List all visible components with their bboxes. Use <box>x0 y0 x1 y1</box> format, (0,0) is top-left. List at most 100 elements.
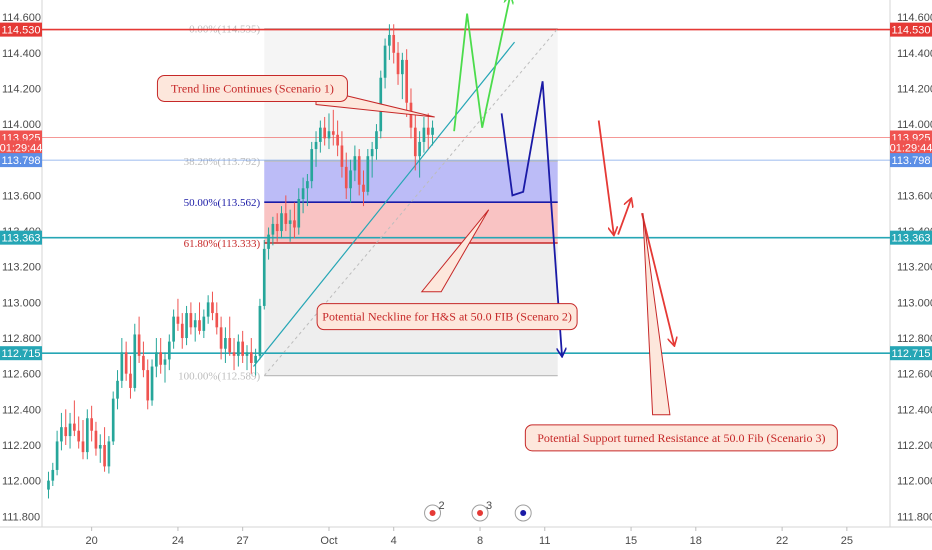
event-badge[interactable]: 3 <box>471 500 492 522</box>
callout-annotations[interactable]: Trend line Continues (Scenario 1) Potenti… <box>156 74 838 452</box>
x-tick-label: 4 <box>391 535 397 547</box>
callout-box <box>156 74 348 102</box>
right-y-tick-label: 112.000 <box>897 476 932 488</box>
right-y-tick-label: 111.800 <box>897 511 932 523</box>
x-tick-label: 24 <box>172 535 184 547</box>
candle-body <box>288 220 292 224</box>
candle-body <box>388 34 391 46</box>
candle-body <box>176 316 180 324</box>
price-tag-label: 01:29:44 <box>0 142 42 154</box>
trend-line[interactable] <box>252 41 516 367</box>
left-y-tick-label: 113.600 <box>2 190 41 202</box>
price-tag-bg <box>0 230 42 245</box>
candle-body <box>60 427 63 442</box>
candle-body <box>219 327 223 349</box>
candle-body <box>349 170 352 189</box>
candle-body <box>383 45 387 78</box>
candle-body <box>90 418 93 431</box>
price-tag-bg <box>0 346 42 361</box>
price-tag-bg <box>890 153 932 168</box>
candle-body <box>146 370 150 401</box>
x-tick-label: 11 <box>539 535 550 547</box>
candle-body <box>215 313 219 328</box>
candle-body <box>245 352 249 356</box>
candle-body <box>418 141 421 157</box>
candle-body <box>224 338 227 349</box>
candle-body <box>81 441 85 453</box>
candle-body <box>293 220 296 228</box>
candle-body <box>73 423 76 431</box>
candle-body <box>267 234 270 249</box>
scenario-arrow[interactable] <box>597 120 614 235</box>
candle-body <box>232 352 236 356</box>
trend-lines[interactable] <box>42 28 890 376</box>
candle-body <box>362 184 365 192</box>
candle-body <box>167 341 171 360</box>
candle-body <box>189 313 193 328</box>
price-tag-bg <box>890 22 932 37</box>
price-tag-bg <box>0 140 42 155</box>
event-badge[interactable]: 2 <box>424 500 445 522</box>
candle-body <box>392 34 396 53</box>
x-tick-label: 27 <box>237 535 249 547</box>
x-tick-label: Oct <box>320 535 337 547</box>
scenario-arrow[interactable] <box>641 212 674 345</box>
right-y-tick-label: 114.600 <box>897 12 932 24</box>
right-y-tick-label: 113.600 <box>897 190 932 202</box>
callout[interactable]: Potential Support turned Resistance at 5… <box>524 213 838 452</box>
price-tag-bg <box>890 230 932 245</box>
candle-body <box>172 316 175 342</box>
callout[interactable]: Potential Neckline for H&S at 50.0 FIB (… <box>316 209 578 331</box>
callout-pointer <box>642 213 671 416</box>
event-badge[interactable] <box>514 504 532 522</box>
candle-body <box>142 355 145 371</box>
candle-body <box>68 423 72 437</box>
scenario-arrow[interactable] <box>617 199 631 235</box>
trend-line[interactable] <box>263 28 559 376</box>
scenario-arrow[interactable] <box>453 0 510 132</box>
candle-body <box>426 127 430 135</box>
candle-body <box>284 213 288 224</box>
x-tick-label: 8 <box>477 535 483 547</box>
price-tag-label: 114.530 <box>2 25 41 37</box>
candle-body <box>64 427 68 437</box>
left-y-tick-label: 114.000 <box>2 119 41 131</box>
scenario-arrows[interactable] <box>453 0 674 356</box>
price-tag-right: 113.798 <box>890 153 932 168</box>
candle-body <box>431 127 434 135</box>
right-y-tick-label: 114.000 <box>897 119 932 131</box>
candle-body <box>254 355 257 363</box>
right-y-tick-label: 112.200 <box>897 440 932 452</box>
price-tag-label: 01:29:44 <box>890 142 932 154</box>
candle-body <box>98 444 102 449</box>
candle-body <box>249 352 253 363</box>
candle-body <box>422 127 426 142</box>
candle-body <box>133 334 137 388</box>
candle-body <box>94 430 98 449</box>
candle-body <box>331 131 335 135</box>
candle-body <box>297 198 301 228</box>
candle-body <box>193 320 197 328</box>
candle-body <box>366 156 370 192</box>
candle-body <box>55 441 59 470</box>
callout[interactable]: Trend line Continues (Scenario 1) <box>156 74 435 118</box>
candle-body <box>77 430 81 442</box>
candle-body <box>323 127 327 139</box>
event-badge-dot <box>477 510 484 516</box>
price-tag-left: 113.798 <box>0 153 42 168</box>
candle-body <box>180 323 184 339</box>
fib-level-label: 61.80%(113.333) <box>184 238 261 250</box>
candle-body <box>120 352 124 381</box>
right-y-tick-label: 114.400 <box>897 48 932 60</box>
candle-body <box>344 166 348 189</box>
callout-text: Potential Neckline for H&S at 50.0 FIB (… <box>322 310 572 324</box>
left-y-tick-label: 113.000 <box>2 297 41 309</box>
candle-body <box>258 305 262 356</box>
candle-body <box>306 181 309 189</box>
x-tick-label: 18 <box>690 535 702 547</box>
left-y-tick-label: 112.800 <box>2 333 41 345</box>
callout-pointer <box>420 209 490 293</box>
scenario-arrow[interactable] <box>500 81 562 356</box>
